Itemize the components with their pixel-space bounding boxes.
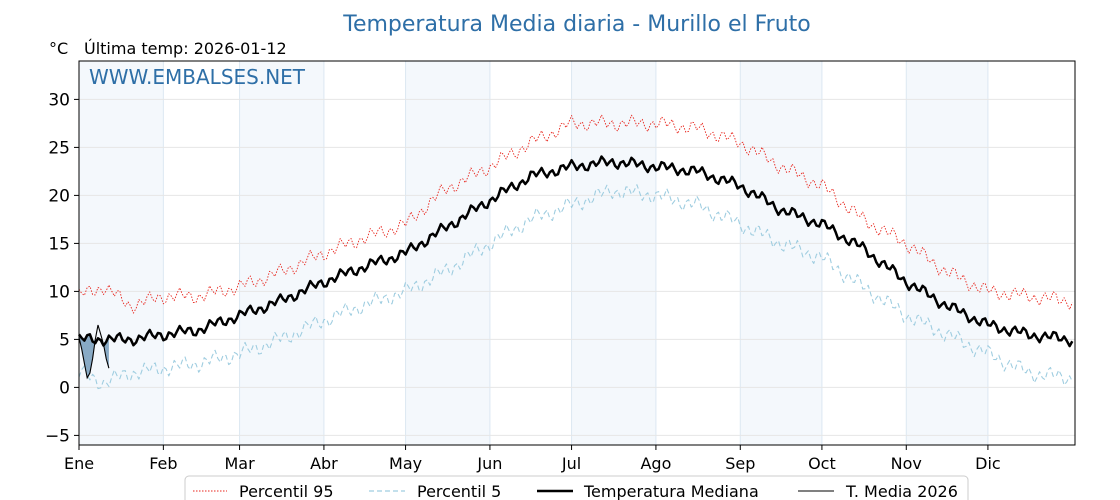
month-band [239,61,324,445]
series-line-percentil-5 [78,184,1073,390]
y-tick-label: 5 [59,330,70,350]
legend-label-temperatura-mediana: Temperatura Mediana [583,482,759,500]
legend: Percentil 95 Percentil 5 Temperatura Med… [184,475,969,500]
x-tick-label: Ene [64,454,94,473]
y-tick-label: 10 [48,282,70,302]
watermark: WWW.EMBALSES.NET [89,65,306,89]
x-tick-label: Jun [476,454,502,473]
x-tick-label: Feb [149,454,177,473]
chart-subtitle: Última temp: 2026-01-12 [84,39,287,58]
x-ticks: Ene Feb Mar Abr May Jun Jul Ago Sep Oct Nov Dic [64,445,1001,473]
series-line-percentil-95 [78,114,1073,314]
y-ticks: −5 0 5 10 15 20 25 30 [45,90,79,446]
month-bands [79,61,988,445]
y-axis-unit: °C [49,39,68,58]
x-tick-label: Ago [640,454,671,473]
x-tick-label: May [389,454,422,473]
plot-frame [78,60,1076,446]
y-tick-label: 25 [48,138,70,158]
x-tick-label: Abr [310,454,338,473]
legend-label-percentil-95: Percentil 95 [239,482,334,500]
y-tick-label: 30 [48,90,70,110]
y-tick-label: 20 [48,186,70,206]
month-band [740,61,822,445]
month-band [571,61,656,445]
x-tick-label: Oct [808,454,836,473]
series-lines [77,114,1074,390]
x-tick-label: Mar [224,454,255,473]
x-tick-label: Nov [891,454,922,473]
y-tick-label: −5 [45,426,70,446]
x-tick-label: Jul [561,454,581,473]
series-line-t-media-2026 [78,324,110,380]
x-tick-label: Sep [725,454,755,473]
horizontal-gridlines [79,98,1075,436]
y-tick-label: 0 [59,378,70,398]
chart-title: Temperatura Media diaria - Murillo el Fr… [342,12,811,37]
y-tick-label: 15 [48,234,70,254]
x-tick-label: Dic [975,454,1001,473]
month-band [79,61,164,445]
month-band [405,61,490,445]
series-line-temperatura-mediana [77,155,1074,348]
legend-label-percentil-5: Percentil 5 [417,482,501,500]
legend-label-t-media-2026: T. Media 2026 [845,482,958,500]
legend-box [184,475,969,500]
